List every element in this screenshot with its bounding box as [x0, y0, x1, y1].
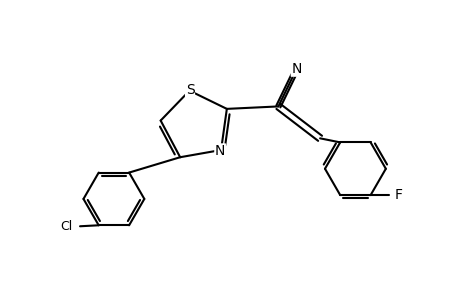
- Text: S: S: [185, 83, 194, 97]
- Text: Cl: Cl: [61, 220, 73, 233]
- Text: N: N: [291, 62, 301, 76]
- Text: F: F: [394, 188, 402, 202]
- Text: N: N: [214, 144, 225, 158]
